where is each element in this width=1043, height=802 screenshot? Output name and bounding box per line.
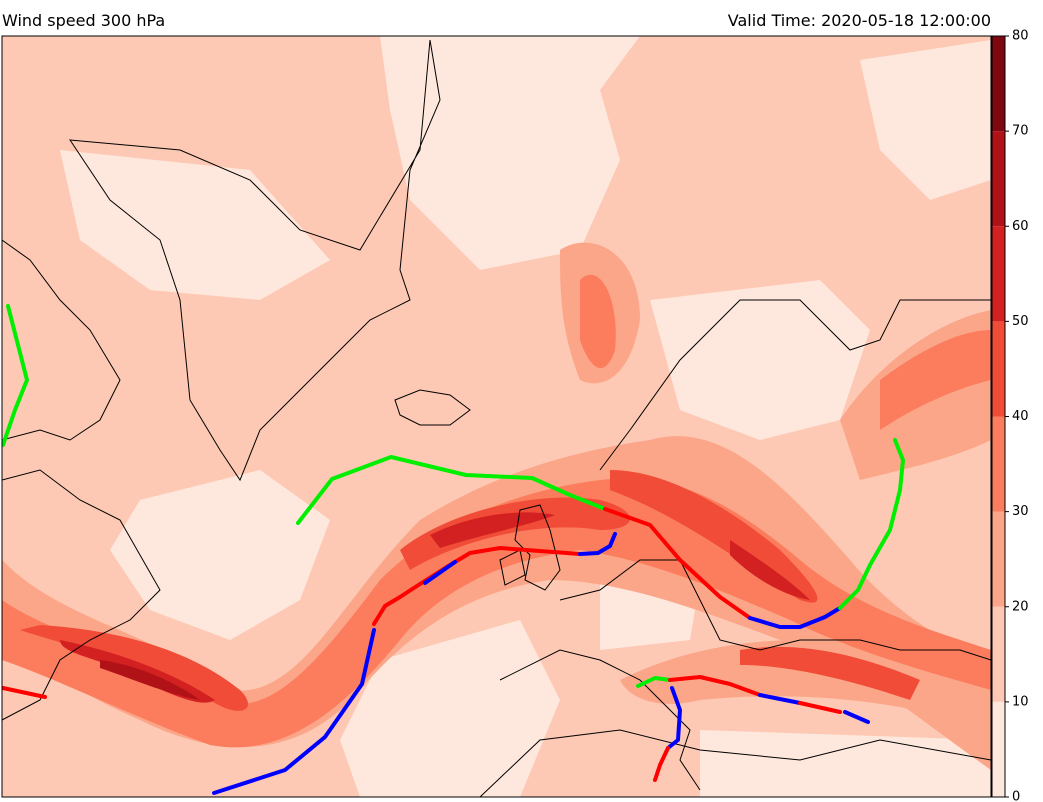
colorbar-segment [992, 226, 1005, 322]
title: Wind speed 300 hPa [2, 11, 165, 30]
colorbar: 0 10 20 30 40 50 60 70 80 [991, 29, 1029, 802]
wind-field [2, 36, 991, 797]
colorbar-tick-label: 40 [1012, 409, 1029, 424]
colorbar-segment [992, 511, 1005, 607]
colorbar-segment [992, 606, 1005, 702]
map-frame [1, 35, 992, 798]
colorbar-segment [992, 321, 1005, 417]
colorbar-tick-label: 30 [1012, 504, 1029, 519]
colorbar-segment [992, 701, 1005, 797]
colorbar-segment [992, 36, 1005, 132]
coastlines [2, 39, 991, 797]
colorbar-tick-label: 10 [1012, 694, 1029, 709]
colorbar-tick-label: 80 [1012, 29, 1029, 44]
colorbar-segment [992, 416, 1005, 512]
colorbar-segment [992, 131, 1005, 227]
colorbar-tick-label: 70 [1012, 124, 1029, 139]
colorbar-tick-label: 50 [1012, 314, 1029, 329]
colorbar-tick-label: 0 [1012, 790, 1020, 802]
colorbar-tick-label: 20 [1012, 599, 1029, 614]
colorbar-tick-label: 60 [1012, 219, 1029, 234]
map [2, 36, 991, 797]
fronts [2, 304, 905, 795]
valid-time: Valid Time: 2020-05-18 12:00:00 [728, 11, 991, 30]
